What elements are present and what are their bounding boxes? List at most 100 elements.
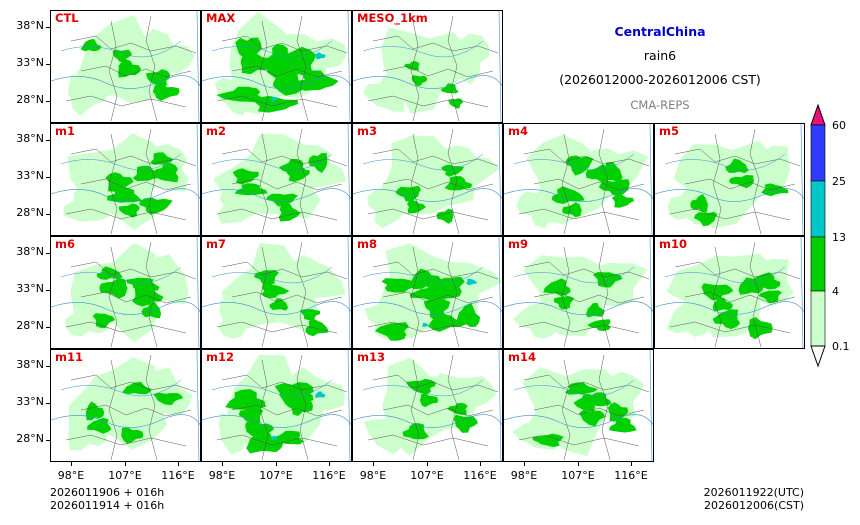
province-boundary bbox=[447, 15, 460, 122]
river bbox=[362, 153, 484, 171]
moderate-rain-area bbox=[374, 322, 410, 341]
light-rain-area bbox=[135, 28, 195, 79]
province-boundary bbox=[216, 208, 338, 221]
province-boundary bbox=[372, 261, 499, 280]
panel-ctl: CTL bbox=[50, 10, 201, 123]
longitude-tick bbox=[631, 462, 632, 466]
panel-max: MAX bbox=[201, 10, 352, 123]
province-boundary bbox=[296, 241, 309, 348]
province-boundary bbox=[410, 359, 420, 461]
init-time-utc: 2026011906 + 016h bbox=[50, 486, 165, 499]
province-boundary bbox=[749, 128, 762, 235]
colorbar-label-60: 60 bbox=[832, 119, 846, 132]
region-title: CentralChina bbox=[614, 24, 706, 39]
panel-label: m8 bbox=[357, 237, 377, 251]
moderate-rain-area bbox=[551, 186, 585, 204]
province-boundary bbox=[669, 321, 791, 334]
province-boundary bbox=[221, 148, 348, 167]
precip-map bbox=[655, 237, 804, 348]
precip-map bbox=[655, 124, 804, 235]
province-boundary bbox=[296, 128, 309, 235]
valid-time-utc: 2026011922(UTC) bbox=[703, 486, 804, 499]
province-boundary bbox=[598, 128, 611, 235]
moderate-rain-area bbox=[285, 166, 310, 183]
moderate-rain-area bbox=[592, 272, 623, 288]
province-boundary bbox=[372, 148, 499, 167]
moderate-rain-area bbox=[532, 433, 564, 447]
longitude-label: 116°E bbox=[161, 469, 195, 482]
valid-time-cst: 2026012006(CST) bbox=[704, 499, 804, 512]
province-boundary bbox=[70, 374, 197, 393]
latitude-tick bbox=[46, 327, 50, 328]
latitude-tick bbox=[46, 140, 50, 141]
panel-label: m10 bbox=[659, 237, 687, 251]
light-rain-area bbox=[283, 254, 346, 306]
colorbar-band-green bbox=[810, 236, 826, 292]
province-boundary bbox=[80, 404, 192, 417]
province-boundary bbox=[296, 15, 309, 122]
moderate-rain-area bbox=[573, 393, 596, 412]
longitude-label: 107°E bbox=[259, 469, 293, 482]
river bbox=[202, 75, 351, 89]
longitude-label: 98°E bbox=[510, 469, 538, 482]
panel-m1: m1 bbox=[50, 123, 201, 236]
river bbox=[504, 414, 653, 428]
light-rain-area bbox=[432, 33, 490, 85]
province-boundary bbox=[598, 354, 611, 461]
latitude-label: 38°N bbox=[16, 132, 44, 145]
moderate-rain-area bbox=[455, 302, 481, 327]
province-boundary bbox=[410, 246, 420, 348]
moderate-rain-area bbox=[253, 270, 280, 286]
panel-label: m4 bbox=[508, 124, 528, 138]
moderate-rain-area bbox=[122, 381, 152, 395]
moderate-rain-area bbox=[611, 194, 635, 208]
coastline bbox=[347, 237, 351, 348]
panel-label: m7 bbox=[206, 237, 226, 251]
colorbar-top-arrow bbox=[810, 103, 826, 126]
panel-label: m3 bbox=[357, 124, 377, 138]
river bbox=[664, 153, 786, 171]
colorbar-band-blue bbox=[810, 124, 826, 182]
province-boundary bbox=[410, 20, 420, 122]
panel-m11: m11 bbox=[50, 349, 201, 462]
province-boundary bbox=[518, 208, 640, 221]
longitude-label: 98°E bbox=[208, 469, 236, 482]
latitude-label: 28°N bbox=[16, 93, 44, 106]
province-boundary bbox=[259, 133, 269, 235]
moderate-rain-area bbox=[269, 298, 289, 311]
panel-m6: m6 bbox=[50, 236, 201, 349]
longitude-label: 107°E bbox=[561, 469, 595, 482]
province-boundary bbox=[367, 95, 489, 108]
moderate-rain-area bbox=[453, 414, 478, 433]
province-boundary bbox=[382, 404, 494, 417]
province-boundary bbox=[65, 434, 187, 447]
moderate-rain-area bbox=[436, 208, 454, 224]
river bbox=[513, 379, 635, 397]
moderate-rain-area bbox=[278, 203, 301, 222]
river bbox=[51, 188, 200, 202]
province-boundary bbox=[231, 65, 343, 78]
moderate-rain-area bbox=[738, 277, 764, 295]
river bbox=[362, 40, 484, 58]
province-boundary bbox=[80, 178, 192, 191]
moderate-rain-area bbox=[299, 309, 321, 321]
period-title: (2026012000-2026012006 CST) bbox=[559, 72, 761, 87]
heavy-rain-area bbox=[466, 278, 477, 286]
moderate-rain-area bbox=[232, 168, 259, 185]
latitude-label: 38°N bbox=[16, 245, 44, 258]
longitude-tick bbox=[427, 462, 428, 466]
precip-map bbox=[202, 11, 351, 122]
heavy-rain-area bbox=[271, 96, 278, 102]
river bbox=[60, 40, 182, 58]
moderate-rain-area bbox=[586, 392, 612, 407]
coastline bbox=[347, 350, 351, 461]
province-boundary bbox=[712, 246, 722, 348]
moderate-rain-area bbox=[235, 37, 262, 65]
moderate-rain-area bbox=[85, 401, 105, 421]
province-boundary bbox=[259, 246, 269, 348]
latitude-tick bbox=[46, 290, 50, 291]
moderate-rain-area bbox=[96, 266, 123, 280]
panel-m8: m8 bbox=[352, 236, 503, 349]
precip-map bbox=[353, 350, 502, 461]
